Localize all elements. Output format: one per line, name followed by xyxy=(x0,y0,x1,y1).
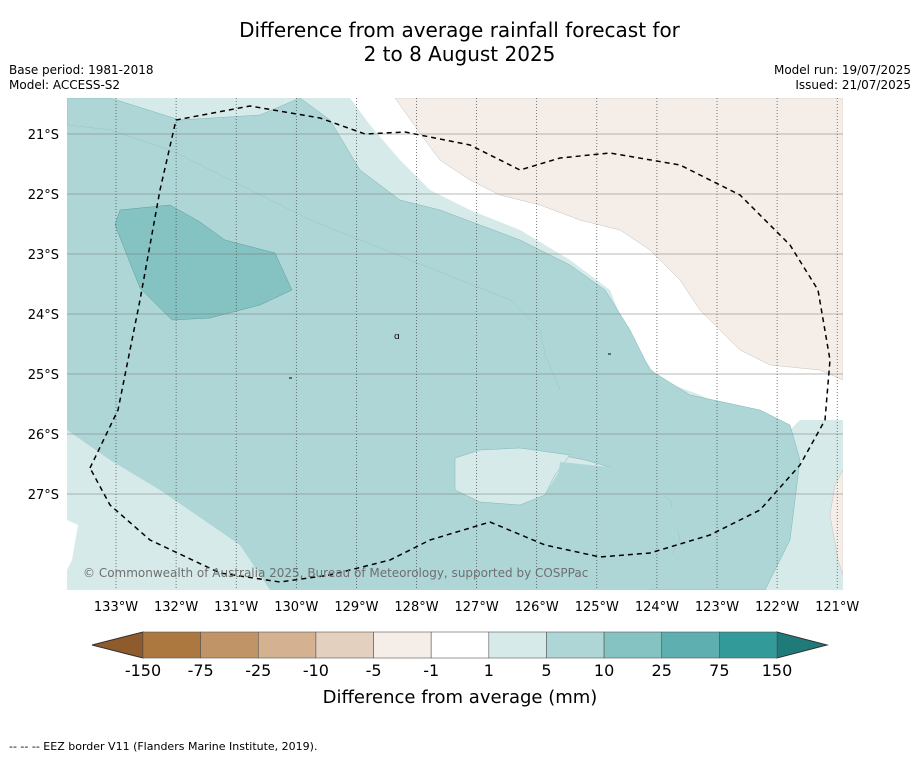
latitude-label: 21°S xyxy=(28,128,59,143)
copyright-text: © Commonwealth of Australia 2025, Bureau… xyxy=(83,566,588,580)
latitude-label: 23°S xyxy=(28,248,59,263)
longitude-label: 124°W xyxy=(635,600,679,615)
longitude-labels: 133°W 132°W 131°W 130°W 129°W 128°W 127°W 126°W… xyxy=(94,600,860,615)
longitude-label: 127°W xyxy=(455,600,499,615)
longitude-label: 122°W xyxy=(755,600,799,615)
colorbar-box xyxy=(661,631,720,659)
colorbar-box xyxy=(200,631,259,659)
colorbar-box xyxy=(142,631,201,659)
longitude-label: 126°W xyxy=(515,600,559,615)
colorbar-label: 75 xyxy=(709,661,729,680)
longitude-label: 131°W xyxy=(214,600,258,615)
region-1-to-5-southwest xyxy=(67,430,270,590)
latitude-labels: 21°S 22°S 23°S 24°S 25°S 26°S 27°S xyxy=(28,128,59,503)
colorbar-box xyxy=(603,631,663,659)
latitude-label: 22°S xyxy=(28,188,59,203)
colorbar-box xyxy=(546,631,605,659)
longitude-label: 121°W xyxy=(815,600,859,615)
region-minus-5-to-minus-1-east xyxy=(829,469,843,576)
meta-left: Base period: 1981-2018 Model: ACCESS-S2 xyxy=(9,63,154,93)
longitude-label: 129°W xyxy=(334,600,378,615)
longitude-label: 133°W xyxy=(94,600,138,615)
longitude-gridlines xyxy=(115,98,838,590)
eez-footnote: -- -- -- EEZ border V11 (Flanders Marine… xyxy=(9,740,318,753)
longitude-label: 123°W xyxy=(695,600,739,615)
region-minus-5-to-minus-1 xyxy=(394,98,843,381)
island-mark: ɑ xyxy=(394,332,400,342)
colorbar-box xyxy=(315,631,374,659)
latitude-label: 27°S xyxy=(28,488,59,503)
latitude-label: 24°S xyxy=(28,308,59,323)
rainfall-map: ɑ © Commonwealth of Australia 2025, Bure… xyxy=(67,98,843,590)
colorbar-label: 150 xyxy=(762,661,793,680)
issued-text: Issued: 21/07/2025 xyxy=(795,78,911,92)
longitude-label: 125°W xyxy=(575,600,619,615)
eez-border xyxy=(89,105,831,583)
colorbar-boxes xyxy=(142,631,778,659)
model-run-text: Model run: 19/07/2025 xyxy=(773,63,911,77)
longitude-label: 132°W xyxy=(154,600,198,615)
colorbar-label: -75 xyxy=(188,661,214,680)
region-neutral-west xyxy=(67,520,78,570)
colorbar-label: -1 xyxy=(423,661,439,680)
longitude-label: 128°W xyxy=(394,600,438,615)
colorbar-label: -25 xyxy=(245,661,271,680)
colorbar-label: -150 xyxy=(125,661,161,680)
base-period-text: Base period: 1981-2018 xyxy=(9,63,154,77)
colorbar-label: 25 xyxy=(652,661,672,680)
colorbar-label: -10 xyxy=(303,661,329,680)
latitude-label: 25°S xyxy=(28,368,59,383)
colorbar-box xyxy=(430,631,490,659)
longitude-label: 130°W xyxy=(274,600,318,615)
colorbar-labels: -150 -75 -25 -10 -5 -1 1 5 10 25 75 150 xyxy=(125,661,792,680)
colorbar-label: -5 xyxy=(366,661,382,680)
colorbar-box xyxy=(257,631,317,659)
latitude-gridlines xyxy=(67,133,843,495)
meta-right: Model run: 19/07/2025 Issued: 21/07/2025 xyxy=(774,63,911,93)
page-title: Difference from average rainfall forecas… xyxy=(0,18,919,66)
colorbar-box xyxy=(719,631,778,659)
colorbar-box xyxy=(373,631,432,659)
colorbar-high-extend xyxy=(776,631,829,659)
latitude-label: 26°S xyxy=(28,428,59,443)
region-10-to-25 xyxy=(114,204,293,321)
colorbar-box xyxy=(488,631,547,659)
colorbar-label: 1 xyxy=(484,661,494,680)
title-line-1: Difference from average rainfall forecas… xyxy=(239,18,680,42)
colorbar-low-extend xyxy=(91,631,144,659)
model-text: Model: ACCESS-S2 xyxy=(9,78,121,92)
colorbar-label: 10 xyxy=(594,661,614,680)
colorbar: -150 -75 -25 -10 -5 -1 1 5 10 25 75 150 Difference … xyxy=(91,631,829,708)
region-1-to-5-patch xyxy=(454,447,571,506)
title-line-2: 2 to 8 August 2025 xyxy=(363,42,556,66)
colorbar-title: Difference from average (mm) xyxy=(323,687,598,708)
colorbar-label: 5 xyxy=(541,661,551,680)
